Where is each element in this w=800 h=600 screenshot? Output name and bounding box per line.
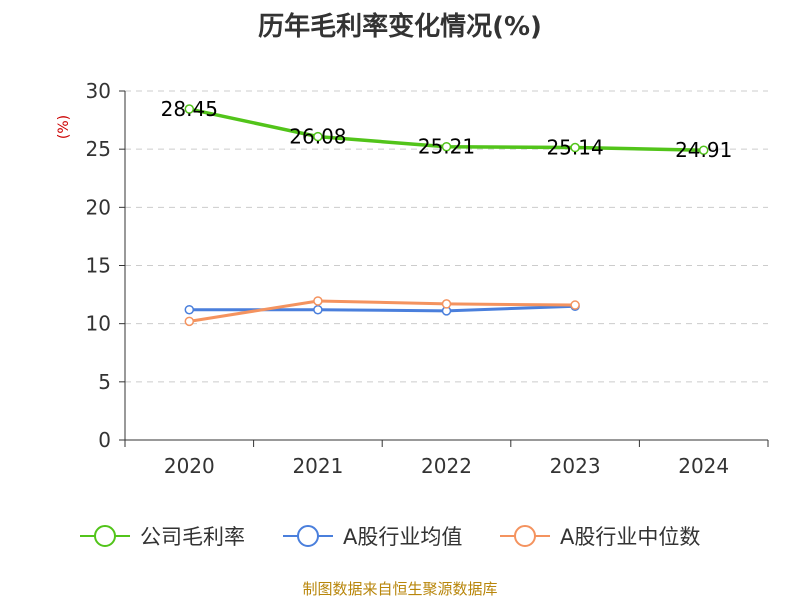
data-label: 26.08 [289,125,346,149]
legend-item: 公司毛利率 [80,525,245,549]
data-point [441,299,452,309]
source-note: 制图数据来自恒生聚源数据库 [302,580,498,598]
data-point [313,131,323,142]
series [184,104,709,327]
data-labels: 28.45 26.08 25.21 25.14 24.91 [161,97,733,162]
y-axis-unit-label: (%) [56,115,72,139]
data-label: 25.14 [546,136,603,160]
legend-marker [514,525,536,547]
data-label: 24.91 [675,138,732,162]
y-tick-label: 25 [86,137,111,161]
legend-label: A股行业中位数 [560,525,700,549]
y-tick-label: 15 [86,254,111,278]
data-label: 25.21 [418,135,475,159]
x-tick-label: 2022 [421,454,472,478]
legend-item: A股行业中位数 [500,525,700,549]
legend-label: 公司毛利率 [140,525,245,549]
chart-title: 历年毛利率变化情况(%) [258,12,542,42]
x-tick-label: 2023 [550,454,601,478]
data-label: 28.45 [161,97,218,121]
data-point [570,142,580,153]
legend-marker [94,525,116,547]
y-tick-label: 30 [86,79,111,103]
data-point [698,145,709,155]
data-point [441,141,452,152]
y-tick-label: 5 [98,370,111,394]
series-line-2 [189,299,576,323]
legend-item: A股行业均值 [283,525,462,549]
x-tick-label: 2021 [292,454,343,478]
y-tick-label: 0 [98,428,111,452]
legend-label: A股行业均值 [343,525,462,549]
data-point [313,304,323,315]
series-line-1 [189,304,576,313]
data-point [184,316,195,327]
data-point [313,296,323,306]
data-point [184,104,195,114]
axes: 0 5 10 15 20 25 30 2020 2021 2022 2023 2024 [86,79,769,478]
legend-marker [297,525,319,547]
legend: 公司毛利率 A股行业均值 A股行业中位数 [80,525,700,549]
y-tick-label: 20 [86,195,111,219]
data-point [570,300,580,310]
x-tick-label: 2020 [164,454,215,478]
data-point [184,304,195,315]
x-tick-label: 2024 [678,454,729,478]
y-tick-label: 10 [86,312,111,336]
